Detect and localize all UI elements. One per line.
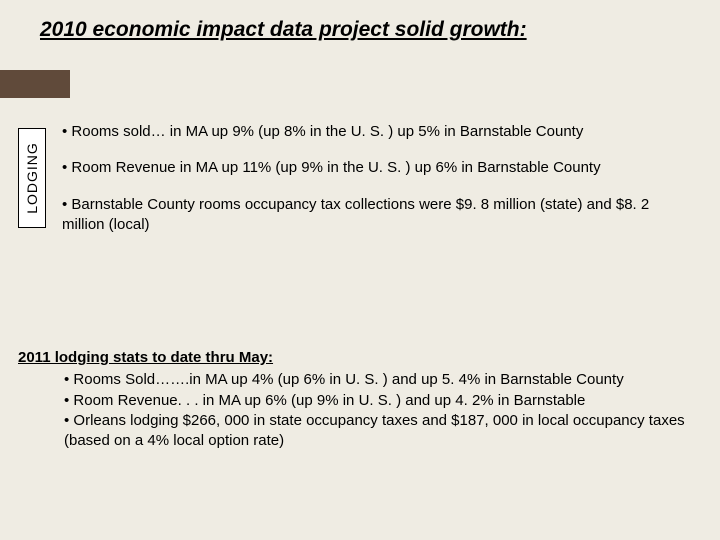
sidebar-label-box: LODGING: [18, 128, 46, 228]
subsection-bullets: • Rooms Sold…….in MA up 4% (up 6% in U. …: [18, 370, 690, 451]
subsection-heading: 2011 lodging stats to date thru May:: [18, 348, 690, 368]
sub-bullet-room-revenue: • Room Revenue. . . in MA up 6% (up 9% i…: [64, 391, 690, 411]
sub-bullet-orleans: • Orleans lodging $266, 000 in state occ…: [64, 411, 690, 452]
slide-title: 2010 economic impact data project solid …: [0, 0, 720, 42]
top-bullet-group: • Rooms sold… in MA up 9% (up 8% in the …: [62, 122, 690, 251]
bullet-room-revenue: • Room Revenue in MA up 11% (up 9% in th…: [62, 158, 690, 178]
sub-bullet-rooms-sold: • Rooms Sold…….in MA up 4% (up 6% in U. …: [64, 370, 690, 390]
sidebar-label-text: LODGING: [24, 142, 40, 214]
accent-bar: [0, 70, 70, 98]
bullet-tax-collections: • Barnstable County rooms occupancy tax …: [62, 195, 690, 236]
subsection: 2011 lodging stats to date thru May: • R…: [18, 348, 690, 451]
bullet-rooms-sold: • Rooms sold… in MA up 9% (up 8% in the …: [62, 122, 690, 142]
